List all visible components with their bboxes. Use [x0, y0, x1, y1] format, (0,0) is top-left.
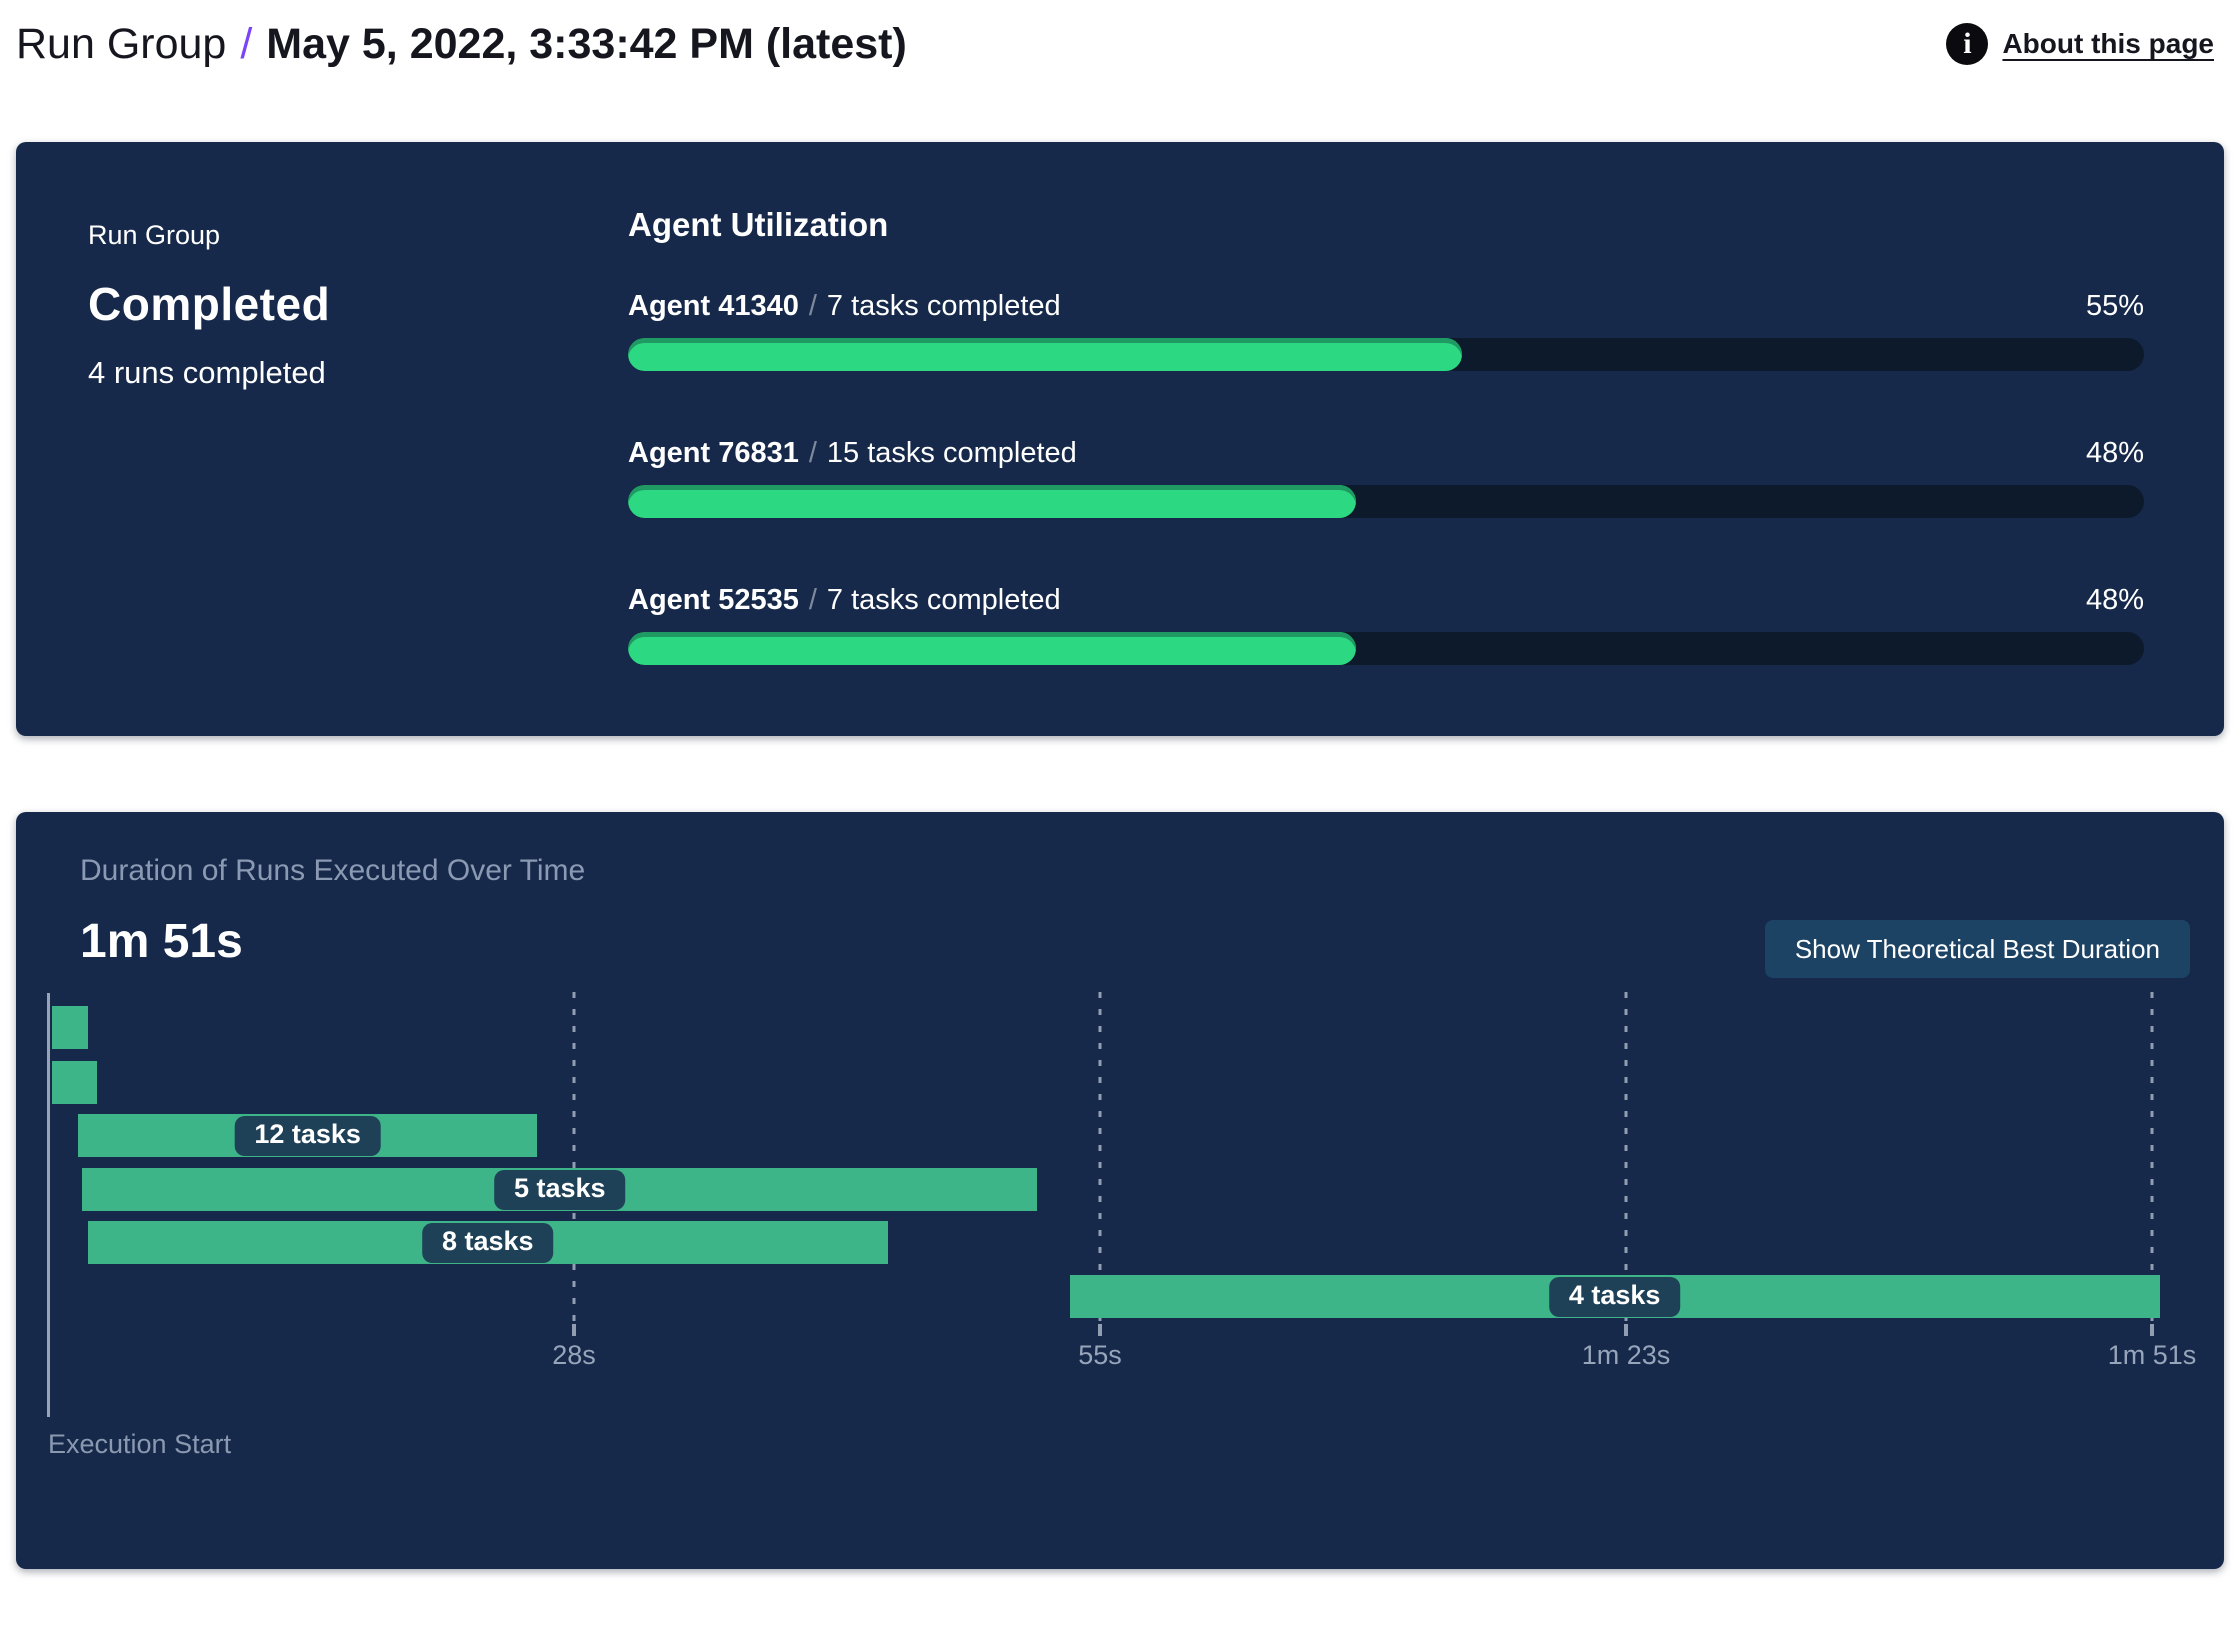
- agent-name: Agent 76831: [628, 437, 799, 469]
- agent-utilization-percent: 48%: [2085, 437, 2144, 469]
- agent-utilization-bar-track: [628, 485, 2144, 518]
- gantt-run-bar[interactable]: 8 tasks: [87, 1221, 888, 1264]
- execution-start-axis-line: [47, 993, 50, 1417]
- agent-utilization-bar-track: [628, 632, 2144, 665]
- agent-utilization-list: Agent 41340 / 7 tasks completed 55% Agent 76…: [628, 288, 2144, 665]
- page-title: May 5, 2022, 3:33:42 PM (latest): [266, 20, 907, 68]
- gantt-axis-tick-label: 28s: [552, 1340, 596, 1370]
- agent-utilization-bar-fill: [628, 485, 1356, 518]
- gantt-axis-tick-label: 55s: [1078, 1340, 1122, 1370]
- runs-completed-count: 4 runs completed: [88, 355, 326, 390]
- agent-separator: /: [808, 584, 817, 616]
- gantt-run-bar[interactable]: 12 tasks: [78, 1114, 538, 1157]
- gantt-gridline: [572, 992, 576, 1322]
- agent-separator: /: [808, 290, 817, 322]
- gantt-run-bar[interactable]: 4 tasks: [1069, 1275, 2160, 1318]
- gantt-axis-tick: [1098, 1324, 1102, 1336]
- agent-name: Agent 41340: [628, 290, 799, 322]
- agent-utilization-bar-fill: [628, 632, 1356, 665]
- gantt-gridline: [1098, 992, 1102, 1322]
- gantt-chart: Execution Start 28s 55s 1m 23s 1m 51s 12 tas…: [47, 992, 2196, 1472]
- info-icon: i: [1946, 23, 1989, 65]
- gantt-gridline: [2150, 992, 2154, 1322]
- show-theoretical-best-duration-button[interactable]: Show Theoretical Best Duration: [1764, 920, 2190, 978]
- gantt-run-bar[interactable]: 5 tasks: [82, 1168, 1038, 1211]
- duration-chart-title: Duration of Runs Executed Over Time: [80, 854, 586, 887]
- gantt-axis-tick: [572, 1324, 576, 1336]
- run-group-status: Completed: [88, 278, 331, 330]
- task-count-pill: 5 tasks: [493, 1169, 626, 1210]
- agent-utilization-percent: 55%: [2085, 290, 2144, 322]
- execution-start-label: Execution Start: [48, 1429, 232, 1459]
- agent-utilization-row: Agent 52535 / 7 tasks completed 48%: [628, 582, 2144, 665]
- task-count-pill: 8 tasks: [421, 1222, 554, 1263]
- gantt-gridline: [1624, 992, 1628, 1322]
- gantt-run-bar[interactable]: [51, 1061, 98, 1104]
- agent-tasks-completed: 7 tasks completed: [826, 584, 1061, 616]
- agent-tasks-completed: 7 tasks completed: [826, 290, 1061, 322]
- agent-utilization-percent: 48%: [2085, 584, 2144, 616]
- agent-utilization-section: Agent Utilization Agent 41340 / 7 tasks co…: [628, 206, 2144, 672]
- page-header: Run Group / May 5, 2022, 3:33:42 PM (lat…: [0, 0, 2240, 72]
- breadcrumb-separator: /: [240, 20, 253, 68]
- agent-tasks-completed: 15 tasks completed: [826, 437, 1077, 469]
- agent-name: Agent 52535: [628, 584, 799, 616]
- task-count-pill: 4 tasks: [1548, 1276, 1681, 1317]
- agent-row-label: Agent 76831 / 15 tasks completed 48%: [628, 435, 2144, 471]
- run-group-status-column: Run Group Completed 4 runs completed: [88, 206, 628, 672]
- gantt-axis-tick-label: 1m 51s: [2107, 1340, 2197, 1370]
- agent-utilization-row: Agent 41340 / 7 tasks completed 55%: [628, 288, 2144, 371]
- gantt-run-bar[interactable]: [51, 1006, 88, 1049]
- about-link-label: About this page: [2002, 28, 2214, 59]
- breadcrumb-run-group[interactable]: Run Group: [16, 20, 227, 68]
- agent-utilization-bar-track: [628, 338, 2144, 371]
- breadcrumb: Run Group / May 5, 2022, 3:33:42 PM (lat…: [16, 16, 907, 72]
- total-duration-value: 1m 51s: [80, 915, 243, 968]
- duration-panel: Duration of Runs Executed Over Time 1m 5…: [16, 812, 2224, 1569]
- agent-row-label: Agent 52535 / 7 tasks completed 48%: [628, 582, 2144, 618]
- run-group-eyebrow: Run Group: [88, 220, 221, 250]
- about-this-page-link[interactable]: i About this page: [1946, 23, 2214, 65]
- agent-separator: /: [808, 437, 817, 469]
- agent-utilization-row: Agent 76831 / 15 tasks completed 48%: [628, 435, 2144, 518]
- agent-utilization-title: Agent Utilization: [628, 206, 889, 243]
- gantt-axis-tick-label: 1m 23s: [1581, 1340, 1671, 1370]
- agent-utilization-bar-fill: [628, 338, 1462, 371]
- gantt-axis-tick: [1624, 1324, 1628, 1336]
- gantt-axis-tick: [2150, 1324, 2154, 1336]
- agent-row-label: Agent 41340 / 7 tasks completed 55%: [628, 288, 2144, 324]
- task-count-pill: 12 tasks: [234, 1115, 381, 1156]
- run-group-summary-panel: Run Group Completed 4 runs completed Age…: [16, 142, 2224, 736]
